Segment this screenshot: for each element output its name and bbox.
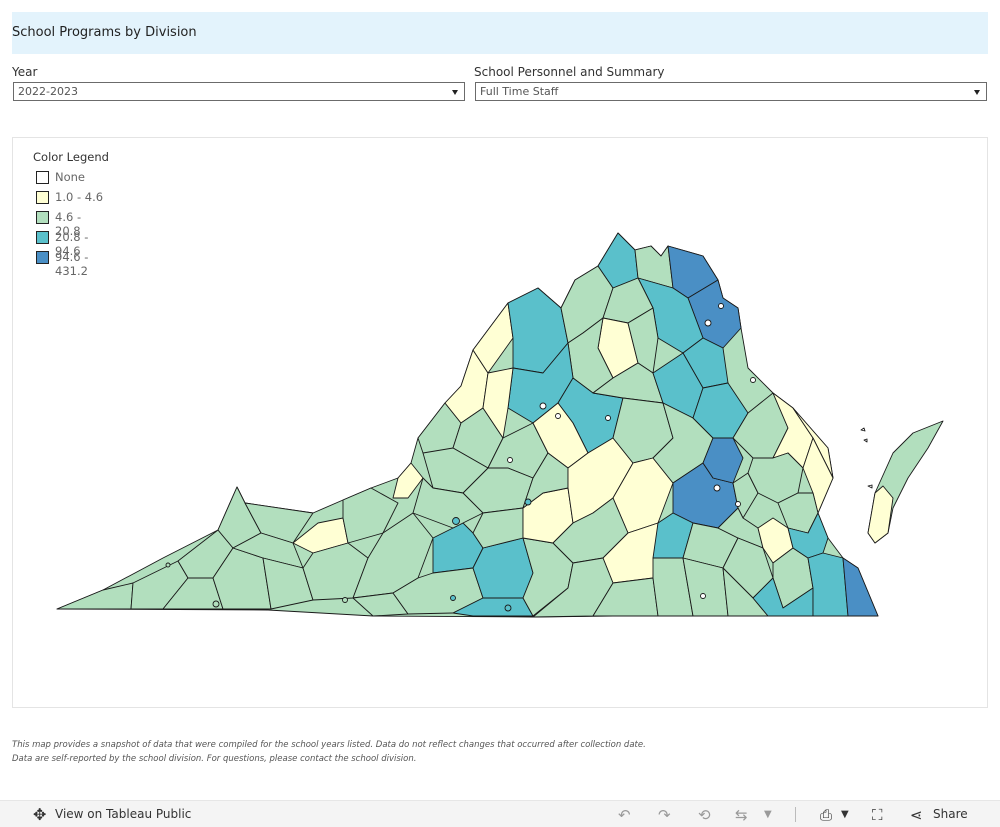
city-marker xyxy=(212,600,220,608)
chevron-down-icon xyxy=(452,90,458,95)
map-panel: Color Legend None 1.0 - 4.6 4.6 - 20.8 2… xyxy=(12,137,988,708)
year-filter-label: Year xyxy=(12,65,38,79)
legend-label: 20.8 - 94.6 xyxy=(55,230,89,258)
island xyxy=(860,427,866,432)
chevron-down-icon[interactable]: ▼ xyxy=(841,809,849,820)
city-marker xyxy=(718,303,724,309)
division-region xyxy=(472,507,524,549)
city-marker xyxy=(504,604,512,612)
legend-item-2[interactable]: 4.6 - 20.8 xyxy=(33,209,109,238)
division-region xyxy=(627,307,659,374)
division-region xyxy=(802,437,834,514)
city-marker xyxy=(605,415,611,421)
division-region xyxy=(392,462,424,499)
tableau-toolbar: ✥ View on Tableau Public ↶ ↷ ⟲ ⇆ ▼ ⎙ ▼ ⛶… xyxy=(0,800,1000,827)
division-region xyxy=(652,557,694,617)
division-region xyxy=(232,532,304,569)
legend-title: Color Legend xyxy=(33,150,109,164)
island xyxy=(863,438,868,443)
city-marker xyxy=(700,593,706,599)
footnote-1: This map provides a snapshot of data tha… xyxy=(12,740,646,750)
city-marker xyxy=(704,319,712,327)
legend-item-4[interactable]: 94.6 - 431.2 xyxy=(33,249,109,278)
chevron-down-icon[interactable]: ▼ xyxy=(764,809,772,820)
chevron-down-icon xyxy=(974,90,980,95)
division-region xyxy=(482,367,514,439)
city-marker xyxy=(750,377,756,383)
legend-swatch xyxy=(36,191,49,204)
share-icon[interactable]: ⋖ xyxy=(910,806,923,824)
division-region xyxy=(56,582,134,610)
division-region xyxy=(452,597,534,617)
legend-label: 1.0 - 4.6 xyxy=(55,190,104,204)
redo-icon[interactable]: ↷ xyxy=(658,806,671,824)
city-marker xyxy=(524,498,532,506)
dashboard-title: School Programs by Division xyxy=(12,25,197,40)
virginia-division-map[interactable] xyxy=(13,138,989,709)
division-region xyxy=(842,557,879,617)
division-region xyxy=(867,485,894,544)
refresh-icon[interactable]: ⇆ xyxy=(735,806,748,824)
personnel-dropdown[interactable]: Full Time Staff xyxy=(475,82,987,101)
city-marker xyxy=(555,413,561,419)
city-marker xyxy=(735,501,741,507)
fullscreen-icon[interactable]: ⛶ xyxy=(872,806,883,824)
city-marker xyxy=(507,457,513,463)
legend-label: 4.6 - 20.8 xyxy=(55,210,82,238)
legend-item-1[interactable]: 1.0 - 4.6 xyxy=(33,189,109,209)
personnel-dropdown-value: Full Time Staff xyxy=(480,85,559,98)
legend-swatch xyxy=(36,211,49,224)
color-legend: Color Legend None 1.0 - 4.6 4.6 - 20.8 2… xyxy=(33,150,109,278)
legend-item-none[interactable]: None xyxy=(33,169,109,189)
city-marker xyxy=(539,402,547,410)
share-button[interactable]: Share xyxy=(933,807,968,821)
title-bar: School Programs by Division xyxy=(12,12,988,54)
island xyxy=(867,484,873,489)
download-icon[interactable]: ⎙ xyxy=(820,806,833,824)
city-marker xyxy=(450,595,456,601)
legend-item-3[interactable]: 20.8 - 94.6 xyxy=(33,229,109,258)
legend-swatch xyxy=(36,251,49,264)
division-region xyxy=(807,552,849,617)
legend-label: None xyxy=(55,170,86,184)
toolbar-divider xyxy=(795,807,796,822)
city-marker xyxy=(342,597,348,603)
year-dropdown[interactable]: 2022-2023 xyxy=(13,82,465,101)
city-marker xyxy=(713,484,721,492)
revert-icon[interactable]: ⟲ xyxy=(698,806,711,824)
undo-icon[interactable]: ↶ xyxy=(618,806,631,824)
division-region xyxy=(412,477,484,529)
footnote-2: Data are self-reported by the school div… xyxy=(12,754,417,764)
legend-label: 94.6 - 431.2 xyxy=(55,250,89,278)
division-region xyxy=(787,512,829,559)
legend-swatch xyxy=(36,231,49,244)
personnel-filter-label: School Personnel and Summary xyxy=(474,65,665,79)
legend-swatch xyxy=(36,171,49,184)
city-marker xyxy=(165,562,171,568)
city-marker xyxy=(452,517,460,525)
year-dropdown-value: 2022-2023 xyxy=(18,85,78,98)
view-on-tableau-link[interactable]: View on Tableau Public xyxy=(55,807,192,821)
tableau-icon[interactable]: ✥ xyxy=(33,805,47,824)
